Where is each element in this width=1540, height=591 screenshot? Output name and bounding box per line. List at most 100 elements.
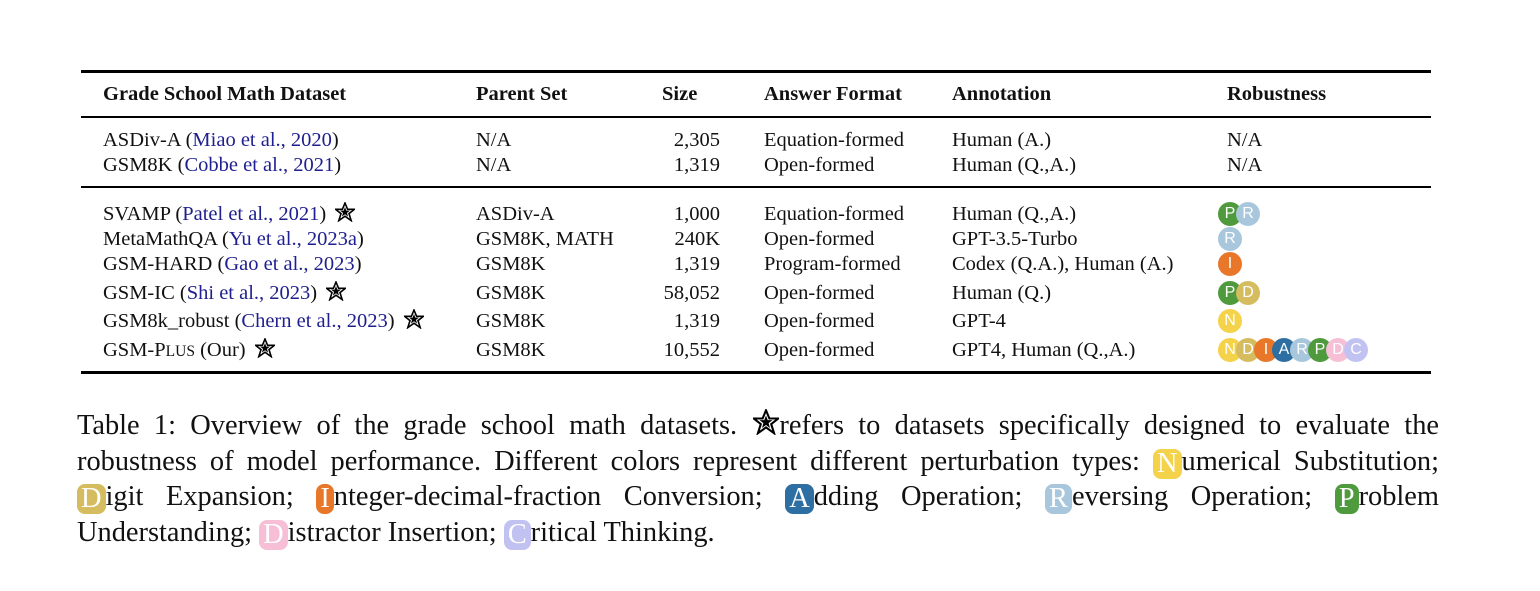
legend-c-icon: C (503, 519, 531, 550)
table-row-dataset: SVAMP (Patel et al., 2021) (103, 202, 356, 226)
legend-d2-icon: D (259, 519, 288, 550)
annotation: GPT-4 (952, 310, 1006, 332)
citation-link[interactable]: Cobbe et al., 2021 (184, 154, 335, 176)
size: 1,000 (673, 203, 720, 225)
table-row-dataset: GSM-PLUS (Our) (103, 338, 275, 364)
table-caption: Table 1: Overview of the grade school ma… (77, 408, 1439, 550)
parent-set: GSM8K (476, 310, 546, 332)
annotation: Human (A.) (952, 129, 1052, 151)
legend-i-icon: I (316, 484, 334, 514)
robustness-badges: R (1218, 227, 1242, 251)
table-group-rule (81, 186, 1431, 188)
annotation: Codex (Q.A.), Human (A.) (952, 253, 1174, 275)
answer-format: Open-formed (764, 339, 875, 361)
badge-c-icon: C (1344, 338, 1368, 362)
table-bottom-rule (81, 371, 1431, 374)
citation-link[interactable]: Miao et al., 2020 (192, 129, 332, 151)
dataset-name: GSM8K (103, 154, 173, 176)
legend-n-icon: N (1152, 448, 1182, 479)
size: 58,052 (663, 282, 720, 304)
robustness-text: N/A (1227, 154, 1263, 176)
legend-text: Understanding; (77, 516, 253, 548)
caption-text-1: Overview of the grade school math datase… (190, 410, 738, 441)
badge-i-icon: I (1218, 252, 1242, 276)
legend-a-icon: A (785, 484, 814, 514)
legend-text: roblem (1358, 481, 1439, 512)
parent-set: GSM8K (476, 282, 546, 304)
size: 2,305 (673, 129, 720, 151)
parent-set: GSM8K, MATH (476, 228, 614, 250)
badge-d-icon: D (1236, 281, 1260, 305)
parent-set: N/A (476, 154, 512, 176)
star-icon (403, 309, 424, 329)
answer-format: Equation-formed (764, 203, 905, 225)
robustness-text: N/A (1227, 129, 1263, 151)
caption-text-2: refers to datasets specifically designed… (779, 410, 1439, 441)
annotation: Human (Q.) (952, 282, 1052, 304)
size: 1,319 (673, 154, 720, 176)
answer-format: Open-formed (764, 228, 875, 250)
dataset-name: GSM-PLUS (Our) (103, 339, 246, 361)
table-row-dataset: MetaMathQA (Yu et al., 2023a) (103, 228, 364, 250)
star-icon (753, 409, 780, 435)
legend-text: eversing Operation; (1071, 481, 1313, 512)
annotation: GPT-3.5-Turbo (952, 228, 1078, 250)
table-row-dataset: GSM-HARD (Gao et al., 2023) (103, 253, 362, 275)
table-row-dataset: GSM8K (Cobbe et al., 2021) (103, 154, 342, 176)
answer-format: Open-formed (764, 282, 875, 304)
legend-text: dding Operation; (813, 481, 1023, 512)
table-row-dataset: GSM8k_robust (Chern et al., 2023) (103, 309, 424, 333)
size: 1,319 (673, 310, 720, 332)
star-icon (254, 338, 275, 358)
header-parent-set: Parent Set (476, 83, 568, 105)
legend-text: igit Expansion; (105, 481, 294, 512)
legend-p-icon: P (1334, 484, 1359, 514)
annotation: Human (Q.,A.) (952, 154, 1077, 176)
dataset-name: GSM-IC (103, 282, 175, 304)
answer-format: Open-formed (764, 310, 875, 332)
parent-set: N/A (476, 129, 512, 151)
header-answer-format: Answer Format (764, 83, 902, 105)
answer-format: Program-formed (764, 253, 901, 275)
size: 240K (674, 228, 720, 250)
size: 10,552 (663, 339, 720, 361)
legend-text: ritical Thinking. (530, 516, 715, 548)
legend-r-icon: R (1045, 484, 1072, 514)
star-icon (326, 281, 347, 301)
citation-link[interactable]: Gao et al., 2023 (224, 253, 355, 275)
citation-link[interactable]: Shi et al., 2023 (186, 282, 311, 304)
robustness-badges: N (1218, 309, 1242, 333)
dataset-name: ASDiv-A (103, 129, 181, 151)
badge-r-icon: R (1236, 202, 1260, 226)
parent-set: ASDiv-A (476, 203, 555, 225)
citation-link[interactable]: Yu et al., 2023a (228, 228, 357, 250)
legend-text: istractor Insertion; (287, 516, 497, 548)
caption-text-3: robustness of model performance. Differe… (77, 445, 1140, 477)
legend-text: nteger-decimal-fraction Conversion; (333, 481, 763, 512)
badge-n-icon: N (1218, 309, 1242, 333)
answer-format: Open-formed (764, 154, 875, 176)
header-annotation: Annotation (952, 83, 1052, 105)
caption-label: Table 1: (77, 410, 177, 441)
dataset-name: MetaMathQA (103, 228, 217, 250)
annotation: GPT4, Human (Q.,A.) (952, 339, 1136, 361)
answer-format: Equation-formed (764, 129, 905, 151)
header-dataset: Grade School Math Dataset (103, 83, 347, 105)
citation-link[interactable]: Chern et al., 2023 (241, 310, 388, 332)
annotation: Human (Q.,A.) (952, 203, 1077, 225)
citation-link[interactable]: Patel et al., 2021 (182, 203, 320, 225)
star-icon (335, 202, 356, 222)
table-header-rule (81, 116, 1431, 118)
dataset-name: GSM-HARD (103, 253, 213, 275)
parent-set: GSM8K (476, 339, 546, 361)
